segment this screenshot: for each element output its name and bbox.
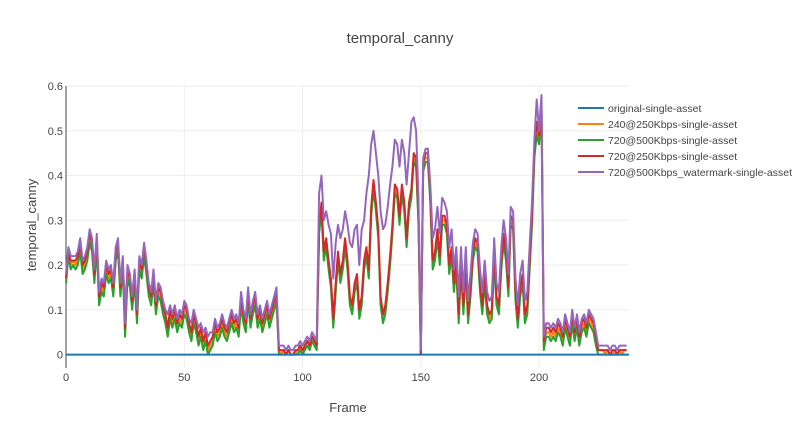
legend-item[interactable]: 720@500Kbps_watermark-single-asset: [578, 167, 792, 179]
y-tick-label: 0.2: [48, 260, 63, 272]
y-axis-title: temporal_canny: [24, 178, 39, 271]
legend-item[interactable]: original-single-asset: [578, 103, 701, 115]
x-tick-label: 150: [412, 372, 430, 384]
x-tick-label: 0: [63, 372, 69, 384]
chart-title: temporal_canny: [347, 30, 454, 47]
axis-layer: 0 0.1 0.2 0.3 0.4 0.5 0.6 0 50 100 150 200: [48, 81, 549, 384]
y-tick-label: 0.4: [48, 171, 63, 183]
legend-item[interactable]: 240@250Kbps-single-asset: [578, 119, 737, 131]
legend-item[interactable]: 720@250Kbps-single-asset: [578, 151, 737, 163]
y-tick-label: 0.3: [48, 215, 63, 227]
x-tick-label: 50: [178, 372, 190, 384]
y-tick-label: 0.1: [48, 305, 63, 317]
series-layer: [65, 94, 629, 356]
legend-label: 720@500Kbps-single-asset: [608, 135, 737, 147]
legend-label: 240@250Kbps-single-asset: [608, 119, 737, 131]
legend-label: 720@500Kbps_watermark-single-asset: [608, 167, 792, 179]
legend-label: 720@250Kbps-single-asset: [608, 151, 737, 163]
legend[interactable]: original-single-asset 240@250Kbps-single-…: [578, 103, 792, 179]
series-line-4[interactable]: [65, 94, 627, 352]
y-tick-label: 0: [57, 350, 63, 362]
legend-item[interactable]: 720@500Kbps-single-asset: [578, 135, 737, 147]
x-tick-label: 100: [293, 372, 311, 384]
y-tick-label: 0.6: [48, 81, 63, 93]
x-tick-label: 200: [530, 372, 548, 384]
y-tick-label: 0.5: [48, 126, 63, 138]
legend-label: original-single-asset: [608, 103, 701, 115]
x-axis-title: Frame: [329, 400, 367, 415]
